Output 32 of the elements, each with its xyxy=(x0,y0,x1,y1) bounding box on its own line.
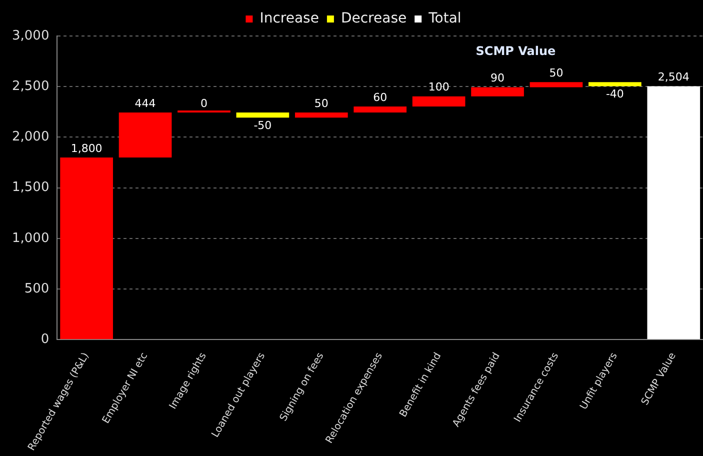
bar xyxy=(471,87,524,96)
data-label: 90 xyxy=(490,72,505,85)
y-tick-label: 1,000 xyxy=(12,230,50,246)
data-label: 444 xyxy=(134,96,156,110)
y-tick-label: 2,000 xyxy=(12,130,50,145)
bar xyxy=(236,112,290,118)
data-label: 60 xyxy=(373,90,388,104)
data-label: 1,800 xyxy=(70,142,102,155)
text: SCMP Value xyxy=(476,44,556,58)
bar xyxy=(60,157,113,340)
data-label: 50 xyxy=(549,66,564,80)
bar xyxy=(118,112,172,158)
y-tick-label: 0 xyxy=(40,332,50,348)
data-label: -40 xyxy=(606,88,624,101)
legend-label: Increase xyxy=(260,10,319,27)
data-label: 0 xyxy=(200,96,208,110)
legend-label: Decrease xyxy=(340,10,407,27)
data-label: -50 xyxy=(254,118,272,132)
bar xyxy=(588,82,642,86)
bar xyxy=(294,112,348,118)
data-label: 100 xyxy=(428,80,450,94)
y-tick-label: 500 xyxy=(24,281,50,296)
data-label: 2,504 xyxy=(658,70,690,84)
data-label: 50 xyxy=(314,96,328,110)
bar xyxy=(354,106,407,113)
bar xyxy=(647,86,700,340)
y-tick-label: 3,000 xyxy=(12,28,50,44)
y-tick-label: 2,500 xyxy=(12,78,50,94)
bar xyxy=(412,96,466,106)
legend-label: Total xyxy=(428,10,462,27)
y-tick-label: 1,500 xyxy=(12,180,50,196)
bar xyxy=(530,82,583,88)
